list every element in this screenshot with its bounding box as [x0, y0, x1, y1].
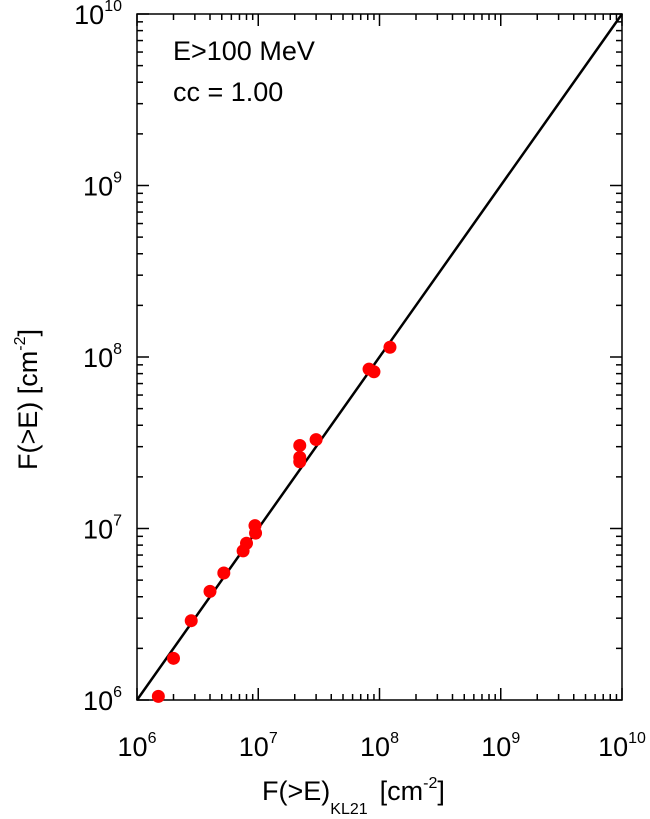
x-tick-label: 106 — [118, 730, 157, 762]
data-point — [166, 651, 180, 665]
y-axis-label-unit-close: ] — [13, 329, 43, 337]
data-point — [293, 438, 307, 452]
x-axis-label: F(>E)KL21 [cm-2] — [262, 775, 445, 818]
y-axis-label: F(>E) [cm-2] — [12, 329, 43, 470]
data-point — [184, 614, 198, 628]
annotation-energy: E>100 MeV — [173, 36, 315, 66]
data-point — [239, 536, 253, 550]
y-tick-label: 106 — [83, 684, 122, 716]
y-tick-label: 109 — [83, 170, 122, 202]
data-point — [367, 365, 381, 379]
y-tick-label: 1010 — [74, 0, 122, 30]
x-axis-label-sub: KL21 — [330, 801, 367, 818]
data-points — [151, 340, 397, 703]
annotation-cc: cc = 1.00 — [173, 77, 283, 107]
fit-line — [135, 13, 624, 701]
x-axis-label-unit-close: ] — [437, 776, 445, 806]
y-axis-label-unit-exp: -2 — [12, 336, 29, 350]
data-point — [309, 433, 323, 447]
x-tick-label: 1010 — [598, 730, 646, 762]
data-point — [151, 689, 165, 703]
data-point — [203, 584, 217, 598]
data-point — [217, 566, 231, 580]
data-point — [293, 450, 307, 464]
x-axis-label-unit: [cm — [380, 776, 424, 806]
x-tick-label: 107 — [239, 730, 278, 762]
x-tick-label: 108 — [360, 730, 399, 762]
x-axis-label-unit-exp: -2 — [423, 775, 437, 792]
y-axis-label-main: F(>E) [cm — [13, 351, 43, 470]
x-tick-label: 109 — [481, 730, 520, 762]
data-point — [383, 340, 397, 354]
y-tick-label: 108 — [83, 341, 122, 373]
x-axis-label-main: F(>E) — [262, 776, 330, 806]
tick-labels: 106 107 108 109 1010 106 107 108 109 1010 — [74, 0, 646, 762]
y-tick-label: 107 — [83, 513, 122, 545]
data-point — [248, 519, 262, 533]
